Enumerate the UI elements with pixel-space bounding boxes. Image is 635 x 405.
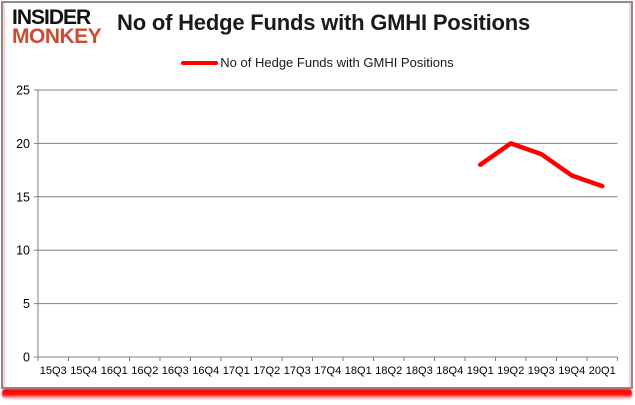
x-tick-label: 19Q3 [528, 365, 555, 377]
x-tick-label: 18Q3 [406, 365, 433, 377]
x-tick-label: 16Q4 [192, 365, 219, 377]
x-tick-label: 16Q3 [162, 365, 189, 377]
y-tick-label: 10 [16, 244, 30, 258]
bottom-accent-bar [2, 389, 632, 400]
chart-legend: No of Hedge Funds with GMHI Positions [0, 55, 635, 70]
x-tick-label: 18Q2 [375, 365, 402, 377]
series-line [478, 141, 605, 189]
x-tick-label: 19Q4 [558, 365, 585, 377]
legend-line-swatch-icon [181, 60, 219, 65]
x-tick-label: 17Q1 [223, 365, 250, 377]
insider-monkey-logo: INSIDER MONKEY [12, 6, 102, 49]
chart-frame [1, 1, 633, 389]
x-tick-label: 17Q4 [314, 365, 341, 377]
x-tick-label: 18Q1 [345, 365, 372, 377]
chart-title: No of Hedge Funds with GMHI Positions [117, 10, 531, 35]
x-tick-label: 20Q1 [589, 365, 616, 377]
x-tick-label: 19Q2 [497, 365, 524, 377]
legend-label: No of Hedge Funds with GMHI Positions [220, 55, 454, 70]
y-tick-label: 5 [23, 297, 30, 311]
x-tick-label: 17Q2 [253, 365, 280, 377]
y-tick-label: 15 [16, 190, 30, 204]
y-tick-label: 20 [16, 137, 30, 151]
y-tick-label: 0 [23, 351, 30, 365]
x-tick-label: 16Q2 [131, 365, 158, 377]
x-tick-label: 17Q3 [284, 365, 311, 377]
x-tick-label: 15Q3 [40, 365, 67, 377]
logo-text-monkey: MONKEY [12, 25, 102, 49]
x-tick-label: 15Q4 [70, 365, 97, 377]
x-tick-label: 16Q1 [101, 365, 128, 377]
logo-text-insider: INSIDER [12, 6, 91, 29]
x-tick-label: 18Q4 [436, 365, 463, 377]
y-tick-label: 25 [16, 84, 30, 98]
x-tick-label: 19Q1 [467, 365, 494, 377]
